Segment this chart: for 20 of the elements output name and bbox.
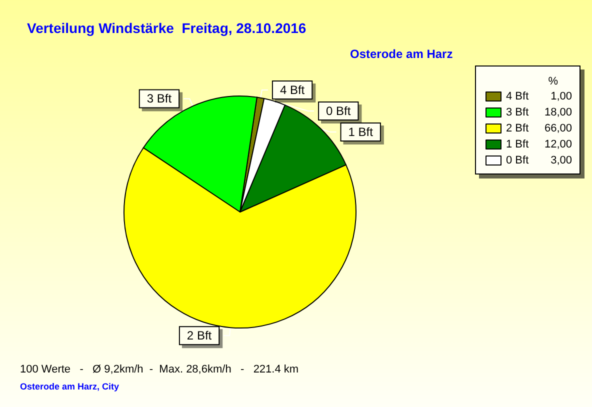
legend-label: 0 Bft <box>506 154 529 166</box>
data-label: 3,00 <box>550 154 572 166</box>
data-label: 18,00 <box>544 106 572 118</box>
legend-title: % <box>548 76 558 88</box>
slice-label: 4 Bft <box>280 82 306 97</box>
slice-label: 3 Bft <box>146 92 172 106</box>
text: 100 Werte - Ø 9,2km/h - Max. 28,6km/h - 221.4 km <box>20 364 299 376</box>
text: Osterode am Harz, City <box>20 382 120 392</box>
slice-label: 1 Bft <box>348 124 374 139</box>
slice-label: 2 Bft <box>186 328 212 343</box>
data-label: 66,00 <box>544 122 572 134</box>
legend-label: 4 Bft <box>506 90 529 102</box>
data-label: 12,00 <box>544 138 572 150</box>
data-label: 1,00 <box>550 90 572 102</box>
chart-title: Verteilung Windstärke Freitag, 28.10.2016 <box>27 20 306 36</box>
slice-label: 0 Bft <box>326 104 352 118</box>
legend-label: 1 Bft <box>506 138 529 150</box>
chart-subtitle: Osterode am Harz <box>350 47 453 61</box>
legend-label: 2 Bft <box>506 122 529 134</box>
legend-label: 3 Bft <box>506 106 529 118</box>
